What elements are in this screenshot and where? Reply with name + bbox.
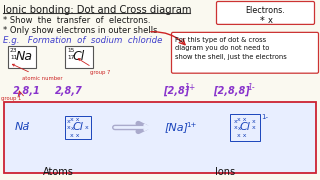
Text: [2,8]: [2,8] xyxy=(163,86,189,96)
Text: E.g.   Formation  of  sodium  chloride: E.g. Formation of sodium chloride xyxy=(3,36,162,45)
Text: * Show  the  transfer  of  electrons.: * Show the transfer of electrons. xyxy=(3,16,150,25)
Text: Cl: Cl xyxy=(73,50,85,63)
Text: atomic number: atomic number xyxy=(12,64,63,81)
Text: x: x xyxy=(67,119,71,124)
Text: x: x xyxy=(268,16,273,25)
FancyBboxPatch shape xyxy=(172,32,318,73)
Bar xyxy=(65,116,91,139)
FancyBboxPatch shape xyxy=(217,1,315,24)
Text: 1-: 1- xyxy=(261,114,268,120)
Text: 15: 15 xyxy=(67,48,74,53)
Text: For this type of dot & cross
diagram you do not need to
show the shell, just the: For this type of dot & cross diagram you… xyxy=(175,37,287,60)
Text: x x: x x xyxy=(70,117,80,122)
Text: 1+: 1+ xyxy=(186,122,196,129)
Text: 2,8,1: 2,8,1 xyxy=(13,86,41,96)
Text: Cl: Cl xyxy=(73,122,84,132)
Text: 23: 23 xyxy=(10,48,18,53)
Text: [2,8,8]: [2,8,8] xyxy=(213,86,250,96)
Text: 1+: 1+ xyxy=(185,83,196,92)
Text: *: * xyxy=(260,16,264,26)
Text: 1-: 1- xyxy=(248,83,256,92)
Text: x: x xyxy=(252,119,256,124)
Text: x: x xyxy=(234,125,238,130)
Text: [Na]: [Na] xyxy=(165,122,189,132)
Bar xyxy=(8,46,36,68)
Text: x: x xyxy=(67,125,71,130)
Text: Ions: Ions xyxy=(215,167,235,177)
Text: Atoms: Atoms xyxy=(43,167,73,177)
Text: x: x xyxy=(234,119,238,124)
Text: group 1: group 1 xyxy=(1,96,21,101)
Text: 2,8,7: 2,8,7 xyxy=(55,86,83,96)
Text: x x: x x xyxy=(237,117,247,122)
Text: Cl: Cl xyxy=(240,122,251,132)
Text: x x: x x xyxy=(70,133,80,138)
Text: x: x xyxy=(85,125,89,130)
Text: 17: 17 xyxy=(67,55,74,60)
Text: Electrons.: Electrons. xyxy=(245,6,285,15)
Bar xyxy=(65,46,93,68)
Bar xyxy=(4,102,316,173)
Text: ·: · xyxy=(26,118,30,131)
Bar xyxy=(230,114,260,141)
Text: x x: x x xyxy=(237,133,247,138)
Text: * Only show electrons in outer shells: * Only show electrons in outer shells xyxy=(3,26,157,35)
Text: x: x xyxy=(237,126,241,131)
Text: Ionic bonding: Dot and Cross diagram: Ionic bonding: Dot and Cross diagram xyxy=(3,5,191,15)
Text: Na: Na xyxy=(15,50,33,63)
Text: group 7: group 7 xyxy=(78,59,110,75)
Text: Na: Na xyxy=(14,122,30,132)
Text: 11: 11 xyxy=(10,55,17,60)
Text: x: x xyxy=(252,125,256,130)
Text: x: x xyxy=(70,126,74,131)
